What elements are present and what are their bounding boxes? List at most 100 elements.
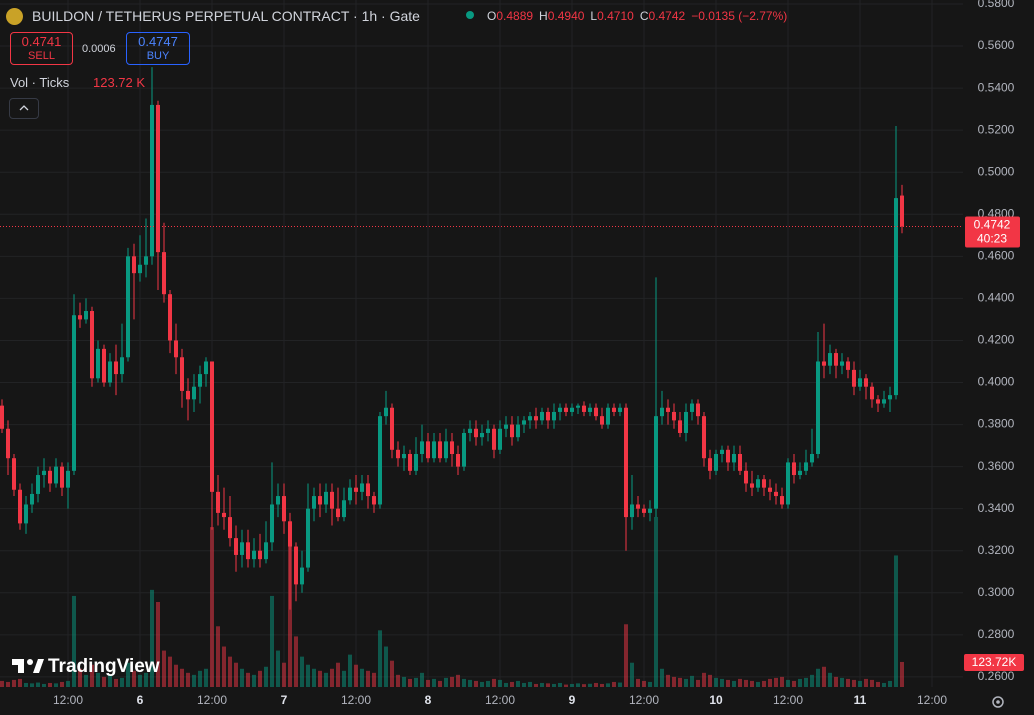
volume-bar [474,680,478,687]
volume-bar [714,677,718,687]
x-tick-label: 12:00 [341,693,371,707]
candle-body [96,348,100,379]
candle-body [72,315,76,471]
volume-bar [684,678,688,687]
candle-body [660,407,664,417]
volume-bar [318,670,322,687]
y-tick-label: 0.5800 [978,0,1015,10]
volume-bar [570,683,574,687]
candle-body [288,521,292,547]
volume-bar [348,654,352,687]
x-tick-label: 7 [281,693,288,707]
volume-bar [732,680,736,687]
volume-bar [888,680,892,687]
candle-body [372,496,376,505]
volume-bar [240,668,244,687]
volume-bar [132,670,136,687]
volume-bar [648,681,652,687]
candle-body [318,496,322,505]
candle-body [762,479,766,488]
spread: 0.0006 [82,43,116,55]
candle-body [174,340,178,358]
volume-bar [894,555,898,687]
candle-body [84,311,88,320]
candle-body [462,432,466,467]
candle-body [198,374,202,387]
candle-body [366,483,370,497]
candle-body [774,491,778,497]
volume-bar [846,678,850,687]
x-tick-label: 11 [854,693,867,707]
candle-body [120,357,124,375]
candle-body [270,504,274,543]
volume-bar [36,682,40,687]
y-tick-label: 0.3200 [978,543,1015,557]
volume-bar [186,672,190,687]
candle-body [432,441,436,459]
volume-tag-label: 123.72K [972,655,1017,669]
candle-body [402,454,406,459]
candle-body [786,462,790,505]
collapse-button[interactable] [9,98,39,119]
candle-body [738,454,742,471]
volume-bar [156,602,160,687]
brand: TradingView [48,656,160,677]
volume-bar [792,680,796,687]
candle-body [828,353,832,366]
candle-body [672,411,676,421]
volume-bar [138,674,142,687]
candle-body [744,470,748,484]
volume-bar [630,662,634,687]
volume-bar [822,666,826,687]
candle-body [186,390,190,400]
volume-bar [552,683,556,687]
candle-body [300,567,304,585]
volume-bar [276,650,280,687]
volume-bar [420,672,424,687]
volume-bar [0,680,4,687]
volume-bar [858,680,862,687]
volume-bar [366,670,370,687]
x-tick-label: 12:00 [53,693,83,707]
candle-body [216,491,220,513]
volume-bar [198,670,202,687]
candle-body [486,428,490,433]
volume-bar [510,681,514,687]
candle-body [240,542,244,555]
symbol-title[interactable]: BUILDON / TETHERUS PERPETUAL CONTRACT · … [32,8,420,24]
volume-bar [432,678,436,687]
buy-button[interactable]: 0.4747 BUY [126,32,190,65]
x-tick-label: 12:00 [917,693,947,707]
volume-bar [66,680,70,687]
candle-body [114,361,118,375]
candle-body [618,407,622,412]
volume-bar [660,668,664,687]
candle-body [870,386,874,400]
volume-bar [600,683,604,687]
volume-title: Vol · Ticks [10,75,70,90]
candle-body [132,256,136,274]
volume-bar [726,679,730,687]
settings-icon[interactable] [992,696,1004,708]
candle-body [594,407,598,417]
candle-body [282,496,286,522]
candle-body [108,361,112,383]
volume-bar [150,589,154,687]
sell-button[interactable]: 0.4741 SELL [10,32,73,65]
x-tick-label: 9 [569,693,576,707]
volume-bar [900,661,904,687]
candle-body [18,489,22,524]
volume-bar [762,680,766,687]
status-dot [466,11,474,19]
volume-bar [90,664,94,687]
candle-body [678,420,682,433]
last-price-label: 0.4742 [974,218,1011,232]
candle-body [768,487,772,492]
candle-body [258,550,262,560]
volume-bar [222,646,226,687]
candle-body [732,454,736,463]
candle-body [792,462,796,476]
candle-body [252,550,256,560]
volume-bar [708,674,712,687]
volume-bar [558,682,562,687]
